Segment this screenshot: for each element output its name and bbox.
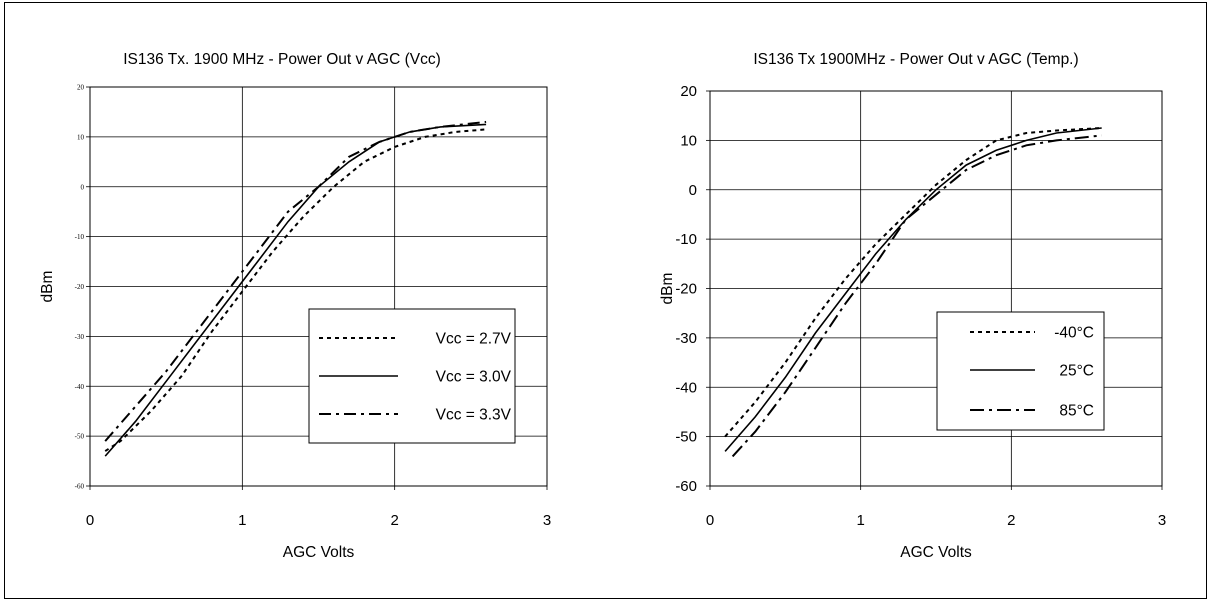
y-tick-label: 10: [77, 133, 85, 141]
y-tick-label: 0: [81, 183, 85, 191]
series-line-3: [731, 134, 1102, 458]
y-axis-label: dBm: [39, 271, 56, 303]
series-line-3: [104, 120, 487, 442]
x-tick-label: 1: [238, 512, 246, 529]
y-tick-label: -40: [675, 379, 697, 396]
series-line-2: [104, 123, 487, 457]
series-line-1: [724, 127, 1102, 438]
x-tick-label: 3: [1158, 512, 1166, 529]
y-tick-label: -30: [75, 333, 85, 341]
legend: Vcc = 2.7V Vcc = 3.0V Vcc = 3.3V: [308, 308, 516, 444]
series-line-2: [724, 127, 1102, 452]
x-tick-label: 0: [86, 512, 94, 529]
y-tick-label: -20: [75, 283, 85, 291]
legend: -40°C 25°C 85°C: [936, 311, 1105, 431]
y-tick-label: 10: [680, 132, 697, 149]
series-line-1: [104, 128, 487, 452]
y-tick-label: 0: [689, 182, 697, 199]
y-tick-label: -40: [75, 383, 85, 391]
x-tick-label: 2: [1007, 512, 1015, 529]
y-tick-label: -10: [675, 231, 697, 248]
y-tick-label: 20: [77, 84, 85, 92]
y-tick-label: -50: [675, 429, 697, 446]
x-axis-label: AGC Volts: [900, 544, 972, 561]
legend-label-1: Vcc = 2.7V: [436, 331, 512, 348]
chart-2: IS136 Tx 1900MHz - Power Out v AGC (Temp…: [659, 51, 1166, 561]
x-tick-label: 0: [706, 512, 714, 529]
legend-label-2: 25°C: [1059, 363, 1094, 380]
chart-title: IS136 Tx. 1900 MHz - Power Out v AGC (Vc…: [123, 51, 441, 68]
y-tick-label: -60: [675, 478, 697, 495]
legend-label-1: -40°C: [1054, 325, 1094, 342]
chart-1: IS136 Tx. 1900 MHz - Power Out v AGC (Vc…: [39, 51, 551, 561]
y-tick-label: -10: [75, 233, 85, 241]
y-tick-label: 20: [680, 83, 697, 100]
x-axis-label: AGC Volts: [283, 544, 355, 561]
y-tick-label: -30: [675, 330, 697, 347]
legend-label-3: 85°C: [1059, 403, 1094, 420]
x-tick-label: 2: [390, 512, 398, 529]
legend-label-2: Vcc = 3.0V: [436, 369, 512, 386]
x-tick-label: 1: [856, 512, 864, 529]
y-tick-label: -50: [75, 433, 85, 441]
y-tick-label: -60: [75, 483, 85, 491]
x-tick-label: 3: [543, 512, 551, 529]
y-tick-label: -20: [675, 281, 697, 298]
chart-title: IS136 Tx 1900MHz - Power Out v AGC (Temp…: [753, 51, 1078, 68]
y-axis-label: dBm: [659, 273, 676, 305]
legend-label-3: Vcc = 3.3V: [436, 407, 512, 424]
